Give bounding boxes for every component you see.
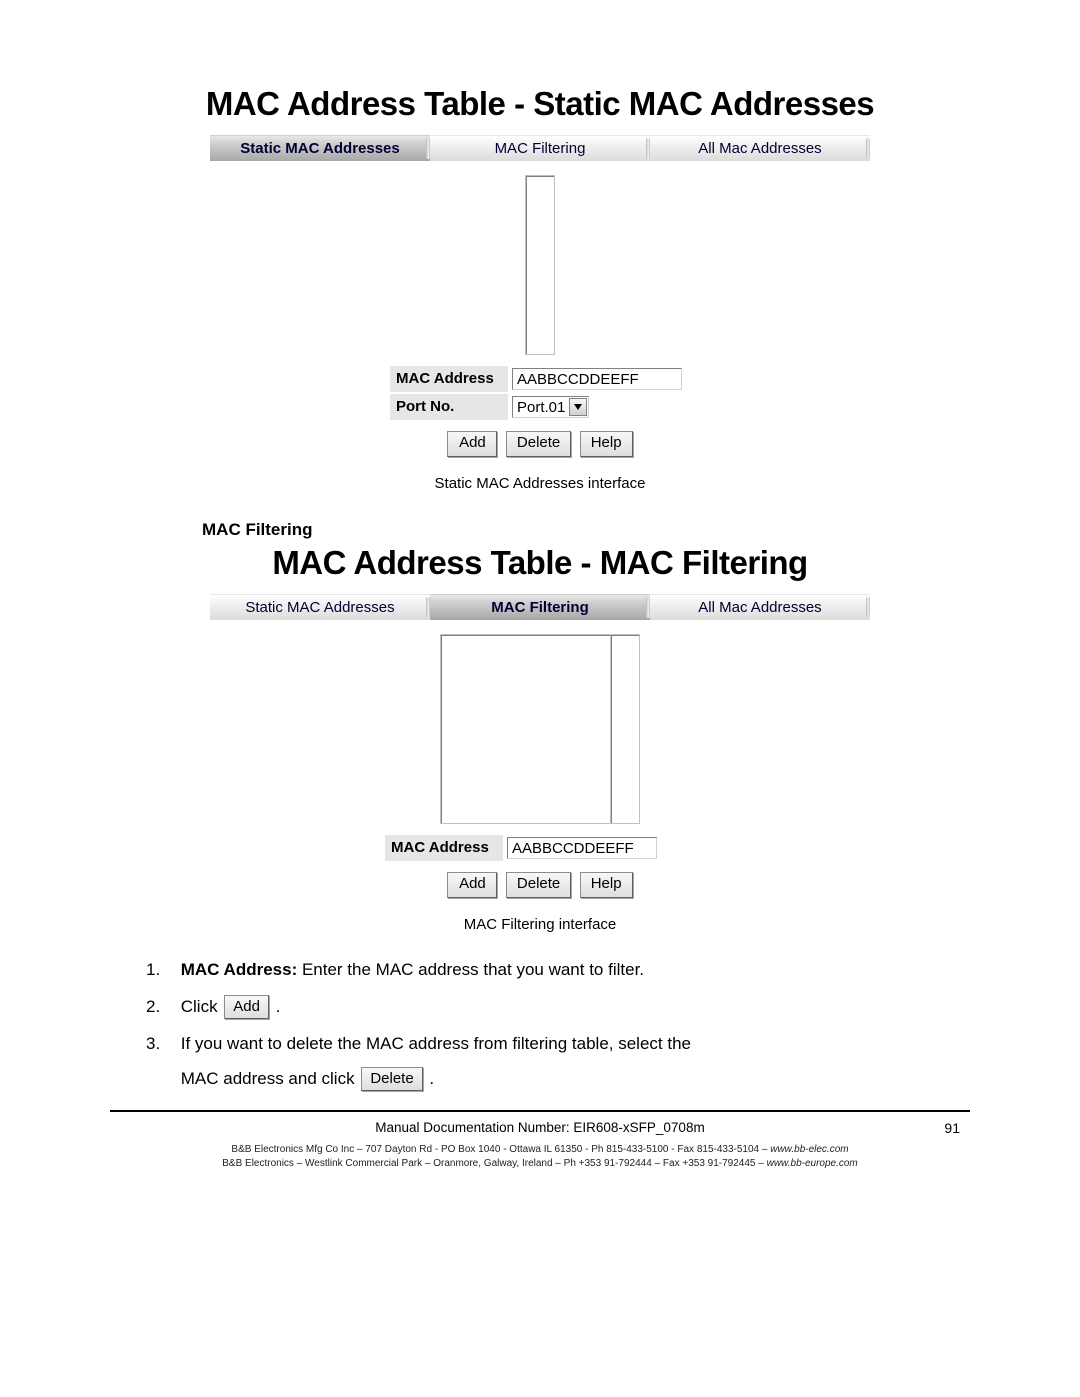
mac-address-input-1[interactable]: AABBCCDDEEFF xyxy=(512,368,682,390)
instr-text: Enter the MAC address that you want to f… xyxy=(302,960,644,979)
tab-label: MAC Filtering xyxy=(495,136,586,161)
add-button-1[interactable]: Add xyxy=(447,431,497,457)
caption-2: MAC Filtering interface xyxy=(110,916,970,933)
help-button-1[interactable]: Help xyxy=(580,431,633,457)
instr-line2-pre: MAC address and click xyxy=(181,1069,360,1088)
port-no-label: Port No. xyxy=(390,394,508,420)
port-no-select[interactable]: Port.01 xyxy=(512,396,589,418)
instr-line1: If you want to delete the MAC address fr… xyxy=(181,1034,691,1053)
tabs-1: Static MAC Addresses MAC Filtering All M… xyxy=(210,135,870,161)
tab-label: Static MAC Addresses xyxy=(245,595,394,620)
tabs-2: Static MAC Addresses MAC Filtering All M… xyxy=(210,594,870,620)
instr-2: 2. Click Add . xyxy=(146,990,970,1025)
tab-all-mac-2[interactable]: All Mac Addresses xyxy=(650,594,870,620)
mac-listbox-1[interactable] xyxy=(525,175,555,355)
delete-button-1[interactable]: Delete xyxy=(506,431,571,457)
page-number: 91 xyxy=(944,1120,960,1136)
caption-1: Static MAC Addresses interface xyxy=(110,475,970,492)
tab-label: All Mac Addresses xyxy=(698,595,821,620)
inline-add-button[interactable]: Add xyxy=(224,995,269,1019)
tab-static-mac-2[interactable]: Static MAC Addresses xyxy=(210,594,430,620)
mac-address-input-2[interactable]: AABBCCDDEEFF xyxy=(507,837,657,859)
add-button-2[interactable]: Add xyxy=(447,872,497,898)
tab-mac-filtering-2[interactable]: MAC Filtering xyxy=(430,594,650,620)
footer-line-b-pre: B&B Electronics – Westlink Commercial Pa… xyxy=(222,1158,766,1169)
footer: Manual Documentation Number: EIR608-xSFP… xyxy=(110,1120,970,1170)
panel-2: MAC Address AABBCCDDEEFF Add Delete Help xyxy=(210,620,870,902)
tab-mac-filtering[interactable]: MAC Filtering xyxy=(430,135,650,161)
tab-all-mac[interactable]: All Mac Addresses xyxy=(650,135,870,161)
instr-post: . xyxy=(276,997,281,1016)
mac-address-label-1: MAC Address xyxy=(390,366,508,392)
chevron-down-icon[interactable] xyxy=(569,398,587,416)
instructions: 1. MAC Address: Enter the MAC address th… xyxy=(110,953,970,1096)
footer-doc-line: Manual Documentation Number: EIR608-xSFP… xyxy=(375,1120,704,1135)
delete-button-2[interactable]: Delete xyxy=(506,872,571,898)
port-no-value: Port.01 xyxy=(517,399,565,416)
instr-pre: Click xyxy=(181,997,223,1016)
help-button-2[interactable]: Help xyxy=(580,872,633,898)
instr-1: 1. MAC Address: Enter the MAC address th… xyxy=(146,953,970,988)
footer-line-a-pre: B&B Electronics Mfg Co Inc – 707 Dayton … xyxy=(231,1144,770,1155)
instr-num: 2. xyxy=(146,990,176,1025)
footer-line-b-em: www.bb-europe.com xyxy=(767,1158,858,1169)
instr-num: 1. xyxy=(146,953,176,988)
mac-address-label-2: MAC Address xyxy=(385,835,503,861)
footer-tiny: B&B Electronics Mfg Co Inc – 707 Dayton … xyxy=(110,1143,970,1170)
page-title-2: MAC Address Table - MAC Filtering xyxy=(110,544,970,582)
tab-static-mac[interactable]: Static MAC Addresses xyxy=(210,135,430,161)
instr-num: 3. xyxy=(146,1027,176,1062)
instr-bold: MAC Address: xyxy=(181,960,302,979)
instr-line2-post: . xyxy=(429,1069,434,1088)
inline-delete-button[interactable]: Delete xyxy=(361,1067,422,1091)
section-subhead: MAC Filtering xyxy=(202,520,970,540)
instr-spacer xyxy=(146,1062,176,1097)
mac-listbox-2b[interactable] xyxy=(610,634,640,824)
page-title-1: MAC Address Table - Static MAC Addresses xyxy=(110,85,970,123)
tab-label: Static MAC Addresses xyxy=(240,136,400,161)
tab-label: All Mac Addresses xyxy=(698,136,821,161)
footer-line-a-em: www.bb-elec.com xyxy=(770,1144,848,1155)
instr-3: 3. If you want to delete the MAC address… xyxy=(146,1027,970,1097)
panel-1: MAC Address AABBCCDDEEFF Port No. Port.0… xyxy=(210,161,870,461)
mac-listbox-2a[interactable] xyxy=(440,634,610,824)
tab-label: MAC Filtering xyxy=(491,595,589,620)
footer-rule xyxy=(110,1110,970,1112)
